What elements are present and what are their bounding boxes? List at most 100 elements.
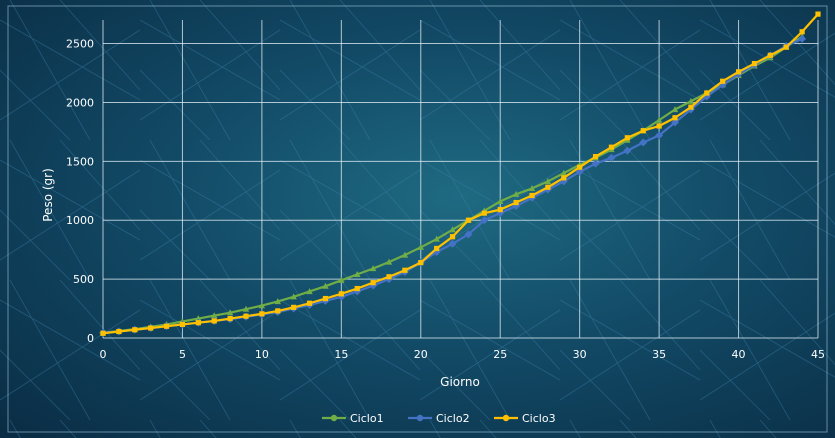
x-tick-label: 35 <box>652 348 666 361</box>
series-group <box>99 11 821 337</box>
gridlines <box>102 20 819 339</box>
legend-item-ciclo2: Ciclo2 <box>408 412 470 425</box>
data-point <box>672 115 678 121</box>
legend-label: Ciclo1 <box>350 412 384 425</box>
chart-border <box>7 5 828 433</box>
data-point <box>577 164 583 170</box>
legend-marker <box>330 414 338 422</box>
data-point <box>385 258 393 265</box>
data-point <box>322 295 329 302</box>
data-point <box>497 197 504 204</box>
legend-marker <box>502 414 510 422</box>
data-point <box>640 128 646 134</box>
data-point <box>354 271 361 277</box>
data-point <box>369 265 377 272</box>
legend-label: Ciclo3 <box>522 412 556 425</box>
data-point <box>783 44 789 50</box>
data-point <box>449 226 456 233</box>
y-tick-label: 0 <box>87 332 94 345</box>
data-point <box>259 311 265 317</box>
data-point <box>545 184 551 190</box>
data-point <box>226 309 234 316</box>
data-point <box>401 251 409 258</box>
data-point <box>464 230 473 239</box>
data-point <box>704 90 710 96</box>
series-ciclo3 <box>100 11 821 336</box>
data-point <box>608 144 615 150</box>
x-tick-label: 15 <box>334 348 348 361</box>
data-point <box>195 315 202 322</box>
data-point <box>195 320 201 326</box>
y-tick-label: 500 <box>73 273 94 286</box>
x-tick-label: 0 <box>100 348 107 361</box>
data-point <box>242 305 250 312</box>
data-point <box>575 167 584 176</box>
data-point <box>560 169 567 176</box>
data-point <box>481 210 487 216</box>
y-tick-label: 1000 <box>66 214 94 227</box>
data-point <box>497 207 503 213</box>
data-point <box>623 146 632 155</box>
data-point <box>544 177 552 184</box>
data-point <box>799 29 805 35</box>
data-point <box>243 313 249 319</box>
data-point <box>655 131 664 140</box>
legend-label: Ciclo2 <box>436 412 470 425</box>
data-point <box>815 11 821 17</box>
data-point <box>529 192 535 199</box>
data-point <box>116 328 122 335</box>
data-point <box>767 52 773 58</box>
legend-item-ciclo3: Ciclo3 <box>494 412 556 425</box>
x-axis-title: Giorno <box>440 375 480 389</box>
data-point <box>591 159 600 168</box>
data-point <box>402 267 408 273</box>
data-point <box>306 288 313 295</box>
data-point <box>338 276 345 283</box>
data-point <box>274 298 281 305</box>
data-point <box>687 97 695 104</box>
data-point <box>275 308 281 314</box>
x-tick-label: 25 <box>493 348 507 361</box>
data-point <box>148 325 154 331</box>
data-point <box>624 135 630 141</box>
data-point <box>513 199 519 206</box>
data-point <box>211 318 217 324</box>
y-axis-title: Peso (gr) <box>41 168 55 222</box>
data-point <box>338 291 344 297</box>
data-point <box>386 274 392 280</box>
data-point <box>528 185 536 192</box>
data-point <box>656 123 662 129</box>
data-point <box>290 293 297 300</box>
data-point <box>306 300 313 306</box>
data-point <box>655 116 663 123</box>
data-point <box>448 239 457 248</box>
series-line <box>102 13 819 335</box>
data-point <box>639 138 648 147</box>
data-point <box>434 245 440 252</box>
data-point <box>480 216 489 225</box>
data-point <box>688 104 694 110</box>
data-point <box>720 78 726 84</box>
data-point <box>322 282 329 289</box>
data-point <box>211 312 218 319</box>
legend: Ciclo1 Ciclo2 Ciclo3 <box>322 412 556 425</box>
data-point <box>735 69 742 75</box>
data-point <box>751 60 758 67</box>
x-tick-label: 40 <box>732 348 746 361</box>
data-point <box>433 235 440 242</box>
x-tick-label: 10 <box>255 348 269 361</box>
data-point <box>465 217 472 223</box>
data-point <box>592 154 599 160</box>
data-point <box>227 315 233 322</box>
data-point <box>100 330 106 336</box>
y-tick-label: 2000 <box>66 96 94 109</box>
data-point <box>671 106 679 113</box>
data-point <box>370 280 376 286</box>
data-point <box>449 234 456 240</box>
x-tick-label: 5 <box>179 348 186 361</box>
x-tick-label: 30 <box>573 348 587 361</box>
data-point <box>132 327 138 333</box>
